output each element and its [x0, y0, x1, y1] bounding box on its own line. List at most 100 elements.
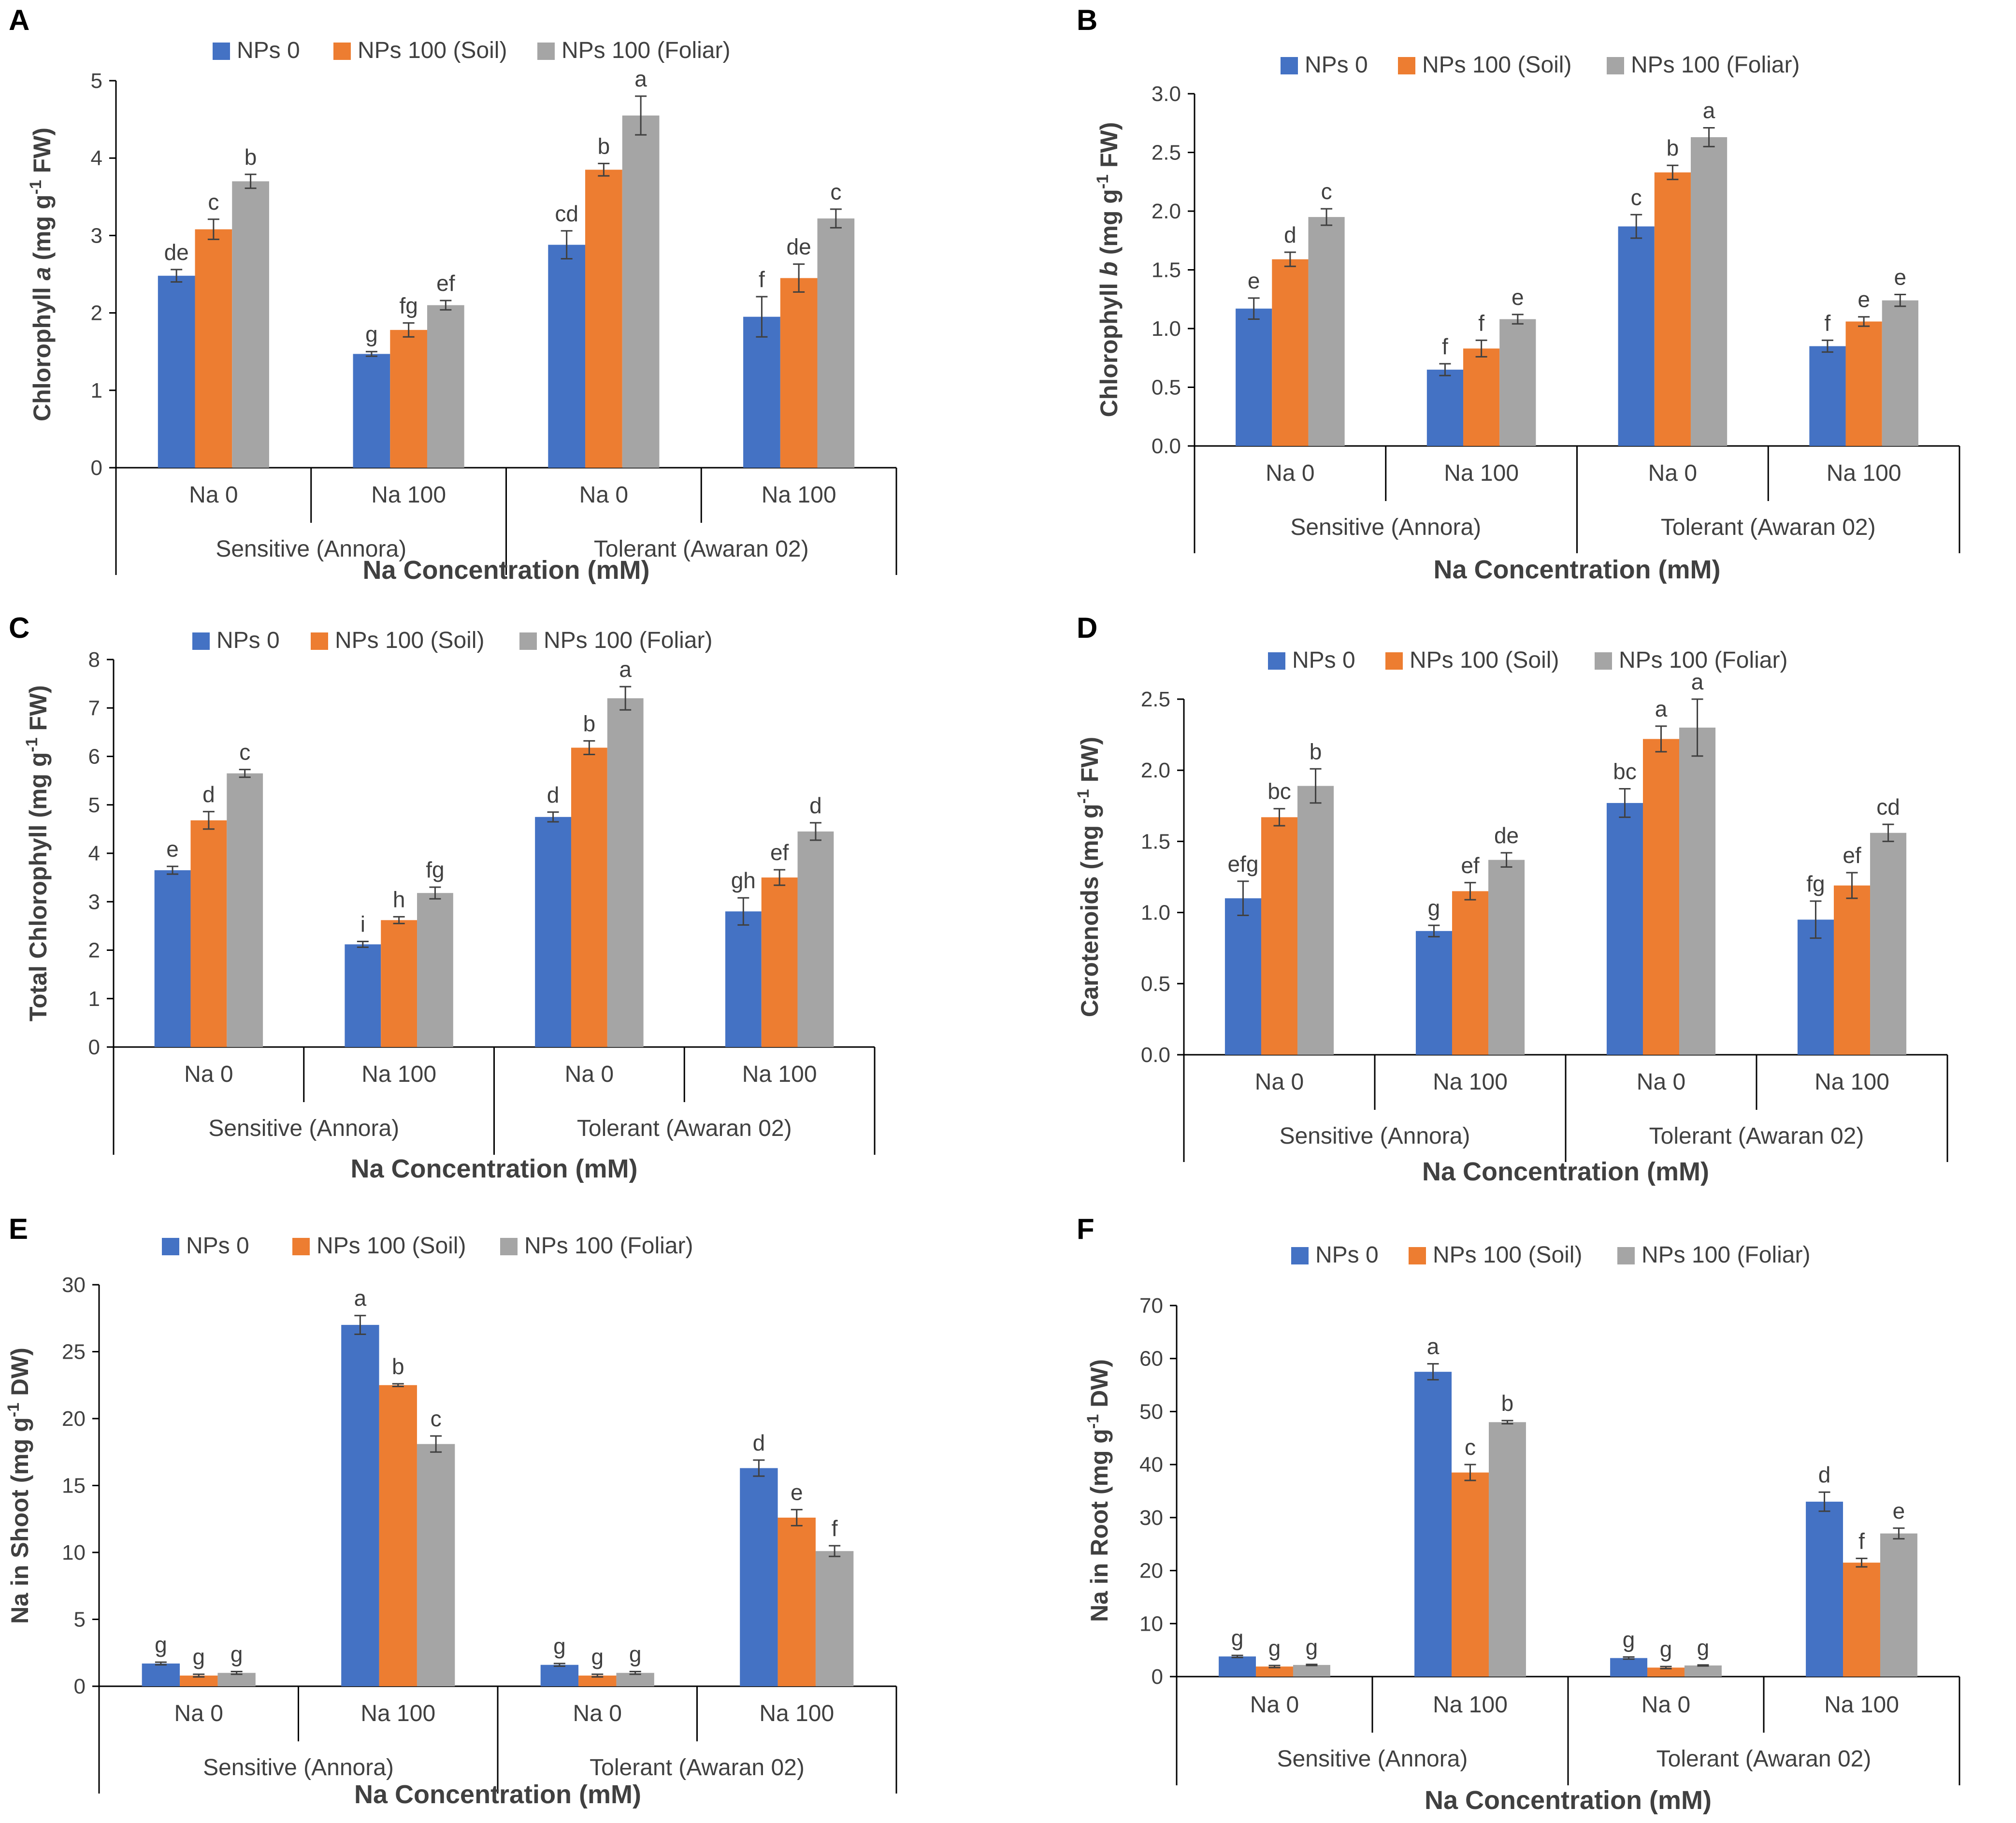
- x-tick-label: Na 100: [762, 482, 836, 508]
- y-tick-label: 0: [74, 1675, 86, 1698]
- y-tick-label: 40: [1139, 1453, 1163, 1477]
- x-tick-label: Na 0: [1266, 460, 1314, 486]
- significance-letter: a: [354, 1286, 367, 1311]
- y-tick-label: 0.5: [1141, 972, 1170, 996]
- legend-label: NPs 100 (Foliar): [544, 628, 712, 653]
- legend-swatch: [1595, 652, 1612, 670]
- legend-swatch: [333, 43, 351, 60]
- bar: [778, 1517, 816, 1686]
- x-axis-label: Na Concentration (mM): [1434, 555, 1721, 584]
- bar: [578, 1675, 617, 1686]
- legend-swatch: [1409, 1247, 1426, 1264]
- significance-letter: a: [1427, 1334, 1440, 1359]
- significance-letter: fg: [399, 293, 418, 318]
- x-tick-label: Na 100: [759, 1701, 834, 1726]
- bar: [1843, 1563, 1880, 1677]
- significance-letter: f: [1478, 310, 1484, 335]
- y-tick-label: 6: [88, 745, 100, 769]
- bar: [780, 278, 818, 468]
- significance-letter: i: [360, 911, 365, 936]
- panel-label: D: [1077, 612, 1097, 644]
- bar: [815, 1551, 854, 1686]
- x-group-label: Tolerant (Awaran 02): [577, 1116, 792, 1141]
- x-tick-label: Na 0: [565, 1062, 614, 1087]
- x-tick-label: Na 100: [1827, 460, 1901, 486]
- bar: [1256, 1666, 1293, 1677]
- legend-label: NPs 100 (Soil): [1422, 52, 1571, 78]
- x-axis-label: Na Concentration (mM): [1425, 1786, 1712, 1815]
- bar: [217, 1673, 256, 1686]
- significance-letter: e: [166, 836, 179, 861]
- significance-letter: fg: [1806, 871, 1825, 896]
- y-tick-label: 2.0: [1141, 759, 1170, 782]
- significance-letter: c: [1631, 185, 1642, 210]
- bar: [1452, 891, 1489, 1055]
- panel-label: C: [9, 612, 29, 644]
- legend-label: NPs 0: [237, 38, 300, 63]
- significance-letter: d: [202, 782, 215, 807]
- legend-label: NPs 0: [1292, 647, 1355, 673]
- bar: [1224, 898, 1261, 1055]
- significance-letter: c: [239, 740, 250, 765]
- significance-letter: c: [431, 1406, 442, 1431]
- y-tick-label: 7: [88, 696, 100, 720]
- significance-letter: e: [1894, 265, 1907, 290]
- y-axis-label: Chlorophyll b (mg g-1 FW): [1094, 122, 1123, 417]
- significance-letter: g: [230, 1642, 243, 1667]
- x-group-label: Sensitive (Annora): [1277, 1746, 1468, 1772]
- bar: [725, 911, 762, 1047]
- bar: [1499, 319, 1536, 446]
- bar: [379, 1385, 417, 1686]
- x-group-label: Tolerant (Awaran 02): [590, 1755, 805, 1780]
- legend-swatch: [1385, 652, 1403, 670]
- y-tick-label: 0: [88, 1035, 100, 1059]
- x-group-label: Sensitive (Annora): [203, 1755, 394, 1780]
- y-tick-label: 10: [62, 1541, 86, 1565]
- legend-swatch: [1607, 57, 1624, 74]
- y-tick-label: 5: [91, 69, 102, 93]
- bar: [195, 229, 232, 468]
- legend-swatch: [1268, 652, 1285, 670]
- y-tick-label: 2.5: [1141, 688, 1170, 711]
- x-tick-label: Na 100: [1824, 1692, 1899, 1718]
- bar: [1414, 1372, 1452, 1677]
- bar: [571, 747, 607, 1047]
- x-axis-label: Na Concentration (mM): [363, 556, 650, 585]
- panel-label: E: [9, 1213, 28, 1245]
- x-tick-label: Na 0: [573, 1701, 622, 1726]
- bar: [1809, 346, 1846, 446]
- y-tick-label: 0: [91, 456, 102, 480]
- y-tick-label: 1.5: [1152, 258, 1181, 282]
- x-tick-label: Na 0: [184, 1062, 233, 1087]
- bar: [740, 1468, 778, 1686]
- significance-letter: de: [164, 240, 189, 265]
- bar: [1297, 786, 1334, 1055]
- y-tick-label: 1.0: [1141, 901, 1170, 925]
- bar: [1452, 1472, 1489, 1677]
- y-tick-label: 0: [1152, 1665, 1163, 1689]
- x-group-label: Sensitive (Annora): [216, 536, 406, 562]
- bar: [180, 1675, 218, 1686]
- x-group-label: Sensitive (Annora): [208, 1116, 399, 1141]
- significance-letter: gh: [731, 868, 756, 893]
- significance-letter: g: [192, 1644, 205, 1669]
- bar: [1679, 727, 1716, 1055]
- significance-letter: f: [832, 1516, 838, 1541]
- y-tick-label: 20: [62, 1407, 86, 1431]
- significance-letter: g: [591, 1644, 604, 1669]
- significance-letter: a: [1655, 696, 1668, 721]
- significance-letter: a: [1691, 669, 1704, 694]
- y-tick-label: 1: [91, 379, 102, 402]
- bar: [1219, 1656, 1256, 1677]
- legend: NPs 0 NPs 100 (Soil) NPs 100 (Foliar): [1281, 52, 1800, 78]
- significance-letter: d: [753, 1430, 765, 1455]
- bar: [1845, 321, 1882, 446]
- panel-label: B: [1077, 4, 1097, 36]
- bar: [1684, 1665, 1722, 1677]
- x-group-label: Sensitive (Annora): [1290, 515, 1481, 540]
- bar: [1618, 226, 1655, 446]
- legend-swatch: [500, 1238, 518, 1255]
- significance-letter: e: [1893, 1498, 1905, 1523]
- y-tick-label: 25: [62, 1340, 86, 1364]
- bar: [1610, 1658, 1648, 1677]
